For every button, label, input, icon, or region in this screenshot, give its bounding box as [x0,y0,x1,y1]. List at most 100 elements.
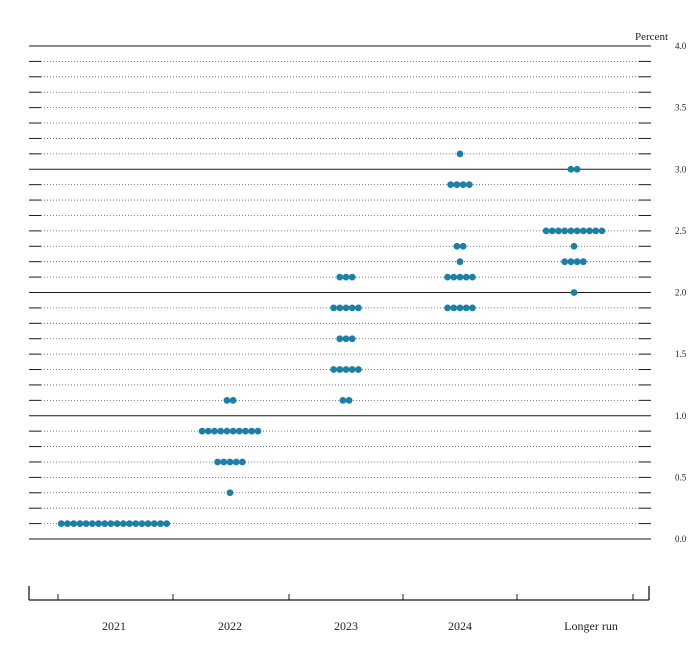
x-tick-label: 2023 [334,619,358,633]
participant-dot [548,227,556,235]
participant-dot [447,181,455,189]
participant-dot [586,227,593,235]
participant-dot [579,227,587,235]
y-axis-unit-label: Percent [635,31,668,43]
participant-dot [459,242,467,250]
participant-dot [453,181,461,189]
participant-dot [567,165,575,173]
participant-dot [453,242,461,250]
participant-dot [223,427,231,435]
y-tick-label: 0.5 [675,472,687,482]
participant-dot [214,458,222,466]
participant-dot [57,520,65,527]
participant-dot [336,273,344,281]
participant-dot [450,273,458,281]
participant-dot [573,258,581,266]
participant-dot [348,273,356,281]
y-tick-label: 1.5 [675,349,687,359]
participant-dot [239,458,246,466]
participant-dot [336,304,344,312]
x-tick-label: Longer run [564,619,618,633]
participant-dot [342,335,350,343]
participant-dot [592,227,600,235]
participant-dot [254,427,262,435]
participant-dot [598,227,606,235]
participant-dot [342,366,350,373]
participant-dot [107,520,115,527]
participant-dot [157,520,164,527]
participant-dot [342,273,350,281]
participant-dot [579,258,587,266]
participant-dot [459,181,467,189]
participant-dot [336,335,344,343]
participant-dot [220,458,228,466]
participant-dot [101,520,109,527]
participant-dot [138,520,146,527]
participant-dot [342,304,350,312]
x-axis [28,586,650,601]
participant-dot [542,227,550,235]
participant-dot [573,227,581,235]
y-tick-label: 2.5 [675,226,687,236]
participant-dot [567,227,575,235]
participant-dot [570,242,578,250]
y-axis-ticks: 0.0 0.5 1.0 1.5 2.0 2.5 3.0 3.5 4.0 [675,41,687,544]
y-tick-label: 2.0 [675,288,687,298]
participant-dot [126,520,133,527]
participant-dot [150,520,158,527]
participant-dot [144,520,152,527]
participant-dot [339,396,347,404]
participant-dot [355,366,362,373]
gridlines [29,45,651,540]
participant-dot [113,520,121,527]
participant-dot [465,181,473,189]
participant-dot [88,520,96,527]
participant-dot [348,366,356,373]
participant-dot [450,304,458,312]
participant-dot [95,520,102,527]
participant-dot [76,520,84,527]
participant-dot [444,304,451,312]
participant-dot [64,520,71,527]
y-tick-label: 1.0 [675,411,687,421]
participant-dot [469,273,476,281]
participant-dot [345,396,353,404]
participant-dot [119,520,127,527]
participant-dot [132,520,140,527]
participant-dot [163,520,171,527]
participant-dot [70,520,78,527]
participant-dot [223,396,231,404]
participant-dot [561,227,569,235]
x-tick-label: 2022 [218,619,242,633]
participant-dot [330,304,337,312]
participant-dot [198,427,206,435]
participant-dot [444,273,451,281]
participant-dot [336,366,344,373]
participant-dot [456,258,464,266]
participant-dot [469,304,476,312]
participant-dot [561,258,569,266]
participant-dot [217,427,225,435]
participant-dot [82,520,90,527]
participant-dot [229,427,237,435]
participant-dot [570,289,578,296]
dots [57,150,606,527]
participant-dot [235,427,243,435]
participant-dot [456,273,464,281]
participant-dot [226,489,234,497]
participant-dot [229,396,237,404]
y-tick-label: 4.0 [675,41,687,51]
participant-dot [330,366,337,373]
participant-dot [204,427,212,435]
y-tick-label: 0.0 [675,534,687,544]
x-axis-labels: 2021 2022 2023 2024 Longer run [102,619,618,633]
participant-dot [555,227,562,235]
participant-dot [456,304,464,312]
participant-dot [355,304,362,312]
participant-dot [348,335,356,343]
y-tick-label: 3.0 [675,164,687,174]
participant-dot [462,304,470,312]
participant-dot [348,304,356,312]
participant-dot [462,273,470,281]
